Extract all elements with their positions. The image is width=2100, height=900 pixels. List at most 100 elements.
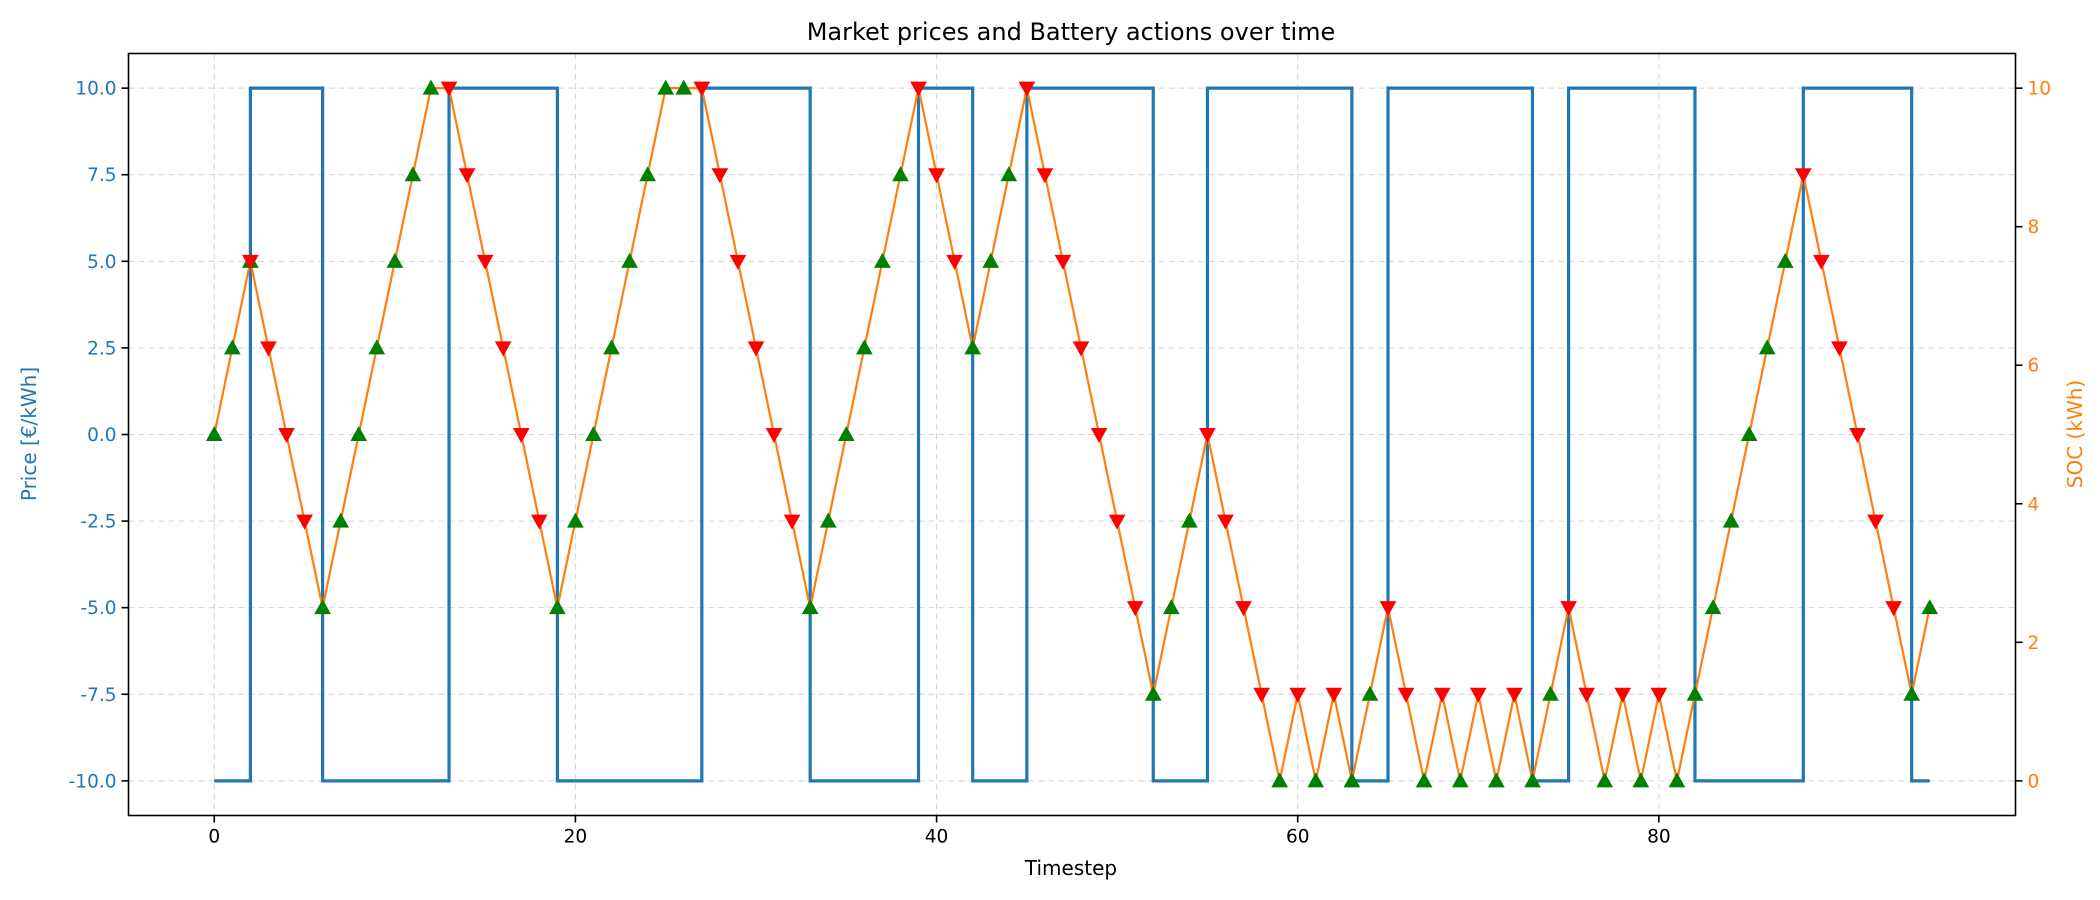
- y-left-tick-label: -2.5: [80, 512, 116, 533]
- discharge-marker: [458, 168, 476, 184]
- discharge-marker: [1054, 254, 1072, 270]
- y-left-tick-label: -5.0: [80, 598, 116, 619]
- charge-marker: [1903, 685, 1921, 701]
- charge-marker: [350, 425, 368, 441]
- soc-series: [213, 87, 1931, 782]
- discharge-marker: [1813, 254, 1830, 270]
- y-left-tick-label: 10.0: [75, 79, 116, 100]
- discharge-marker: [530, 514, 548, 530]
- discharge-marker: [1849, 428, 1866, 444]
- discharge-marker: [1560, 601, 1577, 617]
- discharge-marker: [1506, 687, 1523, 703]
- x-tick-label: 20: [564, 827, 588, 848]
- y-left-tick-label: 5.0: [87, 252, 116, 273]
- charge-marker: [1307, 772, 1325, 788]
- discharge-marker: [1217, 514, 1234, 530]
- charge-marker: [1181, 512, 1198, 528]
- discharge-marker: [1614, 687, 1632, 703]
- discharge-marker: [1235, 601, 1252, 617]
- charge-marker: [1162, 599, 1180, 615]
- discharge-marker: [693, 81, 711, 97]
- discharge-marker: [1867, 514, 1884, 530]
- discharge-marker: [946, 254, 963, 270]
- y-right-tick-label: 4: [2028, 494, 2040, 515]
- action-markers: [205, 79, 1939, 788]
- discharge-marker: [512, 428, 530, 444]
- charge-marker: [1451, 772, 1469, 788]
- y-left-tick-label: 7.5: [87, 165, 116, 186]
- y-axis-left: -10.0 -7.5 -5.0 -2.5 0.0 2.5 5.0 7.5 10.0: [69, 79, 129, 792]
- charge-marker: [982, 252, 1000, 268]
- charge-marker: [1487, 772, 1505, 788]
- charge-marker: [1686, 685, 1704, 701]
- charge-marker: [1722, 512, 1740, 528]
- charge-marker: [567, 512, 584, 528]
- charge-marker: [892, 166, 909, 182]
- discharge-marker: [1794, 168, 1812, 184]
- charge-marker: [1000, 166, 1018, 182]
- charge-marker: [1596, 772, 1614, 788]
- charge-marker: [386, 252, 404, 268]
- charge-marker: [1632, 772, 1650, 788]
- charge-marker: [1415, 772, 1433, 788]
- charge-marker: [964, 339, 982, 355]
- discharge-marker: [1090, 428, 1108, 444]
- discharge-marker: [928, 168, 945, 184]
- charge-marker: [675, 79, 693, 95]
- discharge-marker: [1885, 601, 1902, 617]
- charge-marker: [332, 512, 350, 528]
- charge-marker: [1343, 772, 1361, 788]
- discharge-marker: [1469, 687, 1487, 703]
- y-right-tick-label: 2: [2028, 633, 2040, 654]
- charge-marker: [1704, 599, 1722, 615]
- charge-marker: [1144, 685, 1162, 701]
- discharge-marker: [1018, 81, 1036, 97]
- charge-marker: [819, 512, 837, 528]
- discharge-marker: [1397, 687, 1415, 703]
- grid: [128, 53, 2016, 816]
- y-left-tick-label: 0.0: [87, 425, 116, 446]
- discharge-marker: [1433, 687, 1451, 703]
- y-axis-right-label: SOC (kWh): [2063, 380, 2087, 488]
- charge-marker: [603, 339, 620, 355]
- discharge-marker: [1108, 514, 1126, 530]
- discharge-marker: [747, 341, 765, 357]
- x-axis-label: Timestep: [1024, 856, 1117, 880]
- discharge-marker: [1289, 687, 1307, 703]
- charge-marker: [657, 79, 675, 95]
- charge-marker: [855, 339, 873, 355]
- charge-marker: [422, 79, 440, 95]
- x-axis: 0 20 40 60 80: [208, 815, 1671, 848]
- discharge-marker: [260, 341, 277, 357]
- y-right-tick-label: 0: [2028, 771, 2040, 792]
- x-tick-label: 80: [1647, 827, 1671, 848]
- x-tick-label: 0: [208, 827, 220, 848]
- charge-marker: [1668, 772, 1686, 788]
- discharge-marker: [1325, 687, 1343, 703]
- discharge-marker: [1072, 341, 1090, 357]
- y-right-tick-label: 8: [2028, 217, 2040, 238]
- discharge-marker: [1578, 687, 1595, 703]
- discharge-marker: [440, 81, 458, 97]
- price-line: [214, 86, 1930, 783]
- price-series: [214, 86, 1930, 783]
- chart-title: Market prices and Battery actions over t…: [807, 18, 1336, 46]
- charge-marker: [837, 425, 855, 441]
- charge-marker: [368, 339, 386, 355]
- y-left-tick-label: -7.5: [80, 685, 116, 706]
- charge-marker: [205, 425, 223, 441]
- charge-marker: [1361, 685, 1379, 701]
- discharge-marker: [910, 81, 927, 97]
- charge-marker: [1740, 425, 1758, 441]
- charge-marker: [1271, 772, 1289, 788]
- x-tick-label: 60: [1286, 827, 1310, 848]
- discharge-marker: [1036, 168, 1054, 184]
- y-axis-left-label: Price [€/kWh]: [17, 367, 41, 501]
- discharge-marker: [1650, 687, 1668, 703]
- discharge-marker: [278, 428, 295, 444]
- discharge-marker: [1831, 341, 1848, 357]
- charge-marker: [1542, 685, 1559, 701]
- x-tick-label: 40: [925, 827, 949, 848]
- discharge-marker: [476, 254, 494, 270]
